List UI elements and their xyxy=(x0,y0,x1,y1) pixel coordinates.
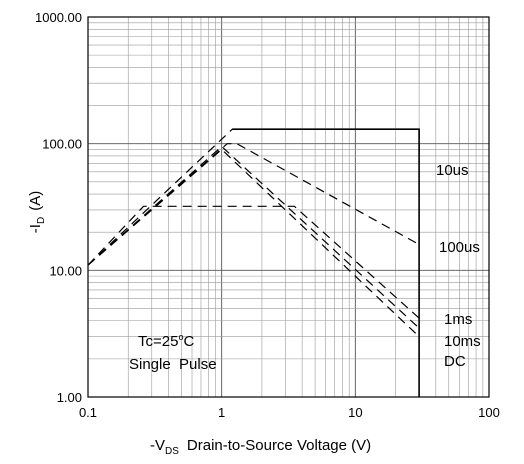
y-tick-label: 10.00 xyxy=(49,263,82,278)
x-tick-label: 0.1 xyxy=(79,405,97,420)
y-axis-title: -ID(A) xyxy=(27,191,47,233)
series-label-10ms: 10ms xyxy=(444,333,481,350)
series-layer xyxy=(87,128,420,397)
conditions-annotation: Tc=25oC Single Pulse xyxy=(129,332,217,373)
y-tick-label: 1.00 xyxy=(57,390,82,405)
series-line-100us xyxy=(87,143,420,266)
series-label-dc: DC xyxy=(444,353,466,370)
x-tick-label: 1 xyxy=(218,405,225,420)
y-tick-label: 100.00 xyxy=(42,137,82,152)
plot-frame xyxy=(87,16,490,398)
series-labels: 10us 100us 1ms 10ms DC xyxy=(436,162,481,370)
y-tick-label: 1000.00 xyxy=(35,10,82,25)
x-tick-label: 10 xyxy=(348,405,362,420)
series-line-10ms xyxy=(87,145,420,329)
annotation-pulse: Single Pulse xyxy=(129,356,217,373)
series-line-1ms xyxy=(87,205,420,319)
series-label-100us: 100us xyxy=(439,239,480,256)
series-label-1ms: 1ms xyxy=(444,311,472,328)
x-axis-title: -VDS Drain-to-Source Voltage (V) xyxy=(150,437,371,457)
grid xyxy=(88,17,489,397)
tick-labels: 0.1 1 10 100 1.00 10.00 100.00 1000.00 xyxy=(35,10,500,420)
x-tick-label: 100 xyxy=(478,405,500,420)
series-label-10us: 10us xyxy=(436,162,469,179)
annotation-temp: Tc=25oC xyxy=(138,332,194,350)
series-line-limit xyxy=(232,128,420,397)
